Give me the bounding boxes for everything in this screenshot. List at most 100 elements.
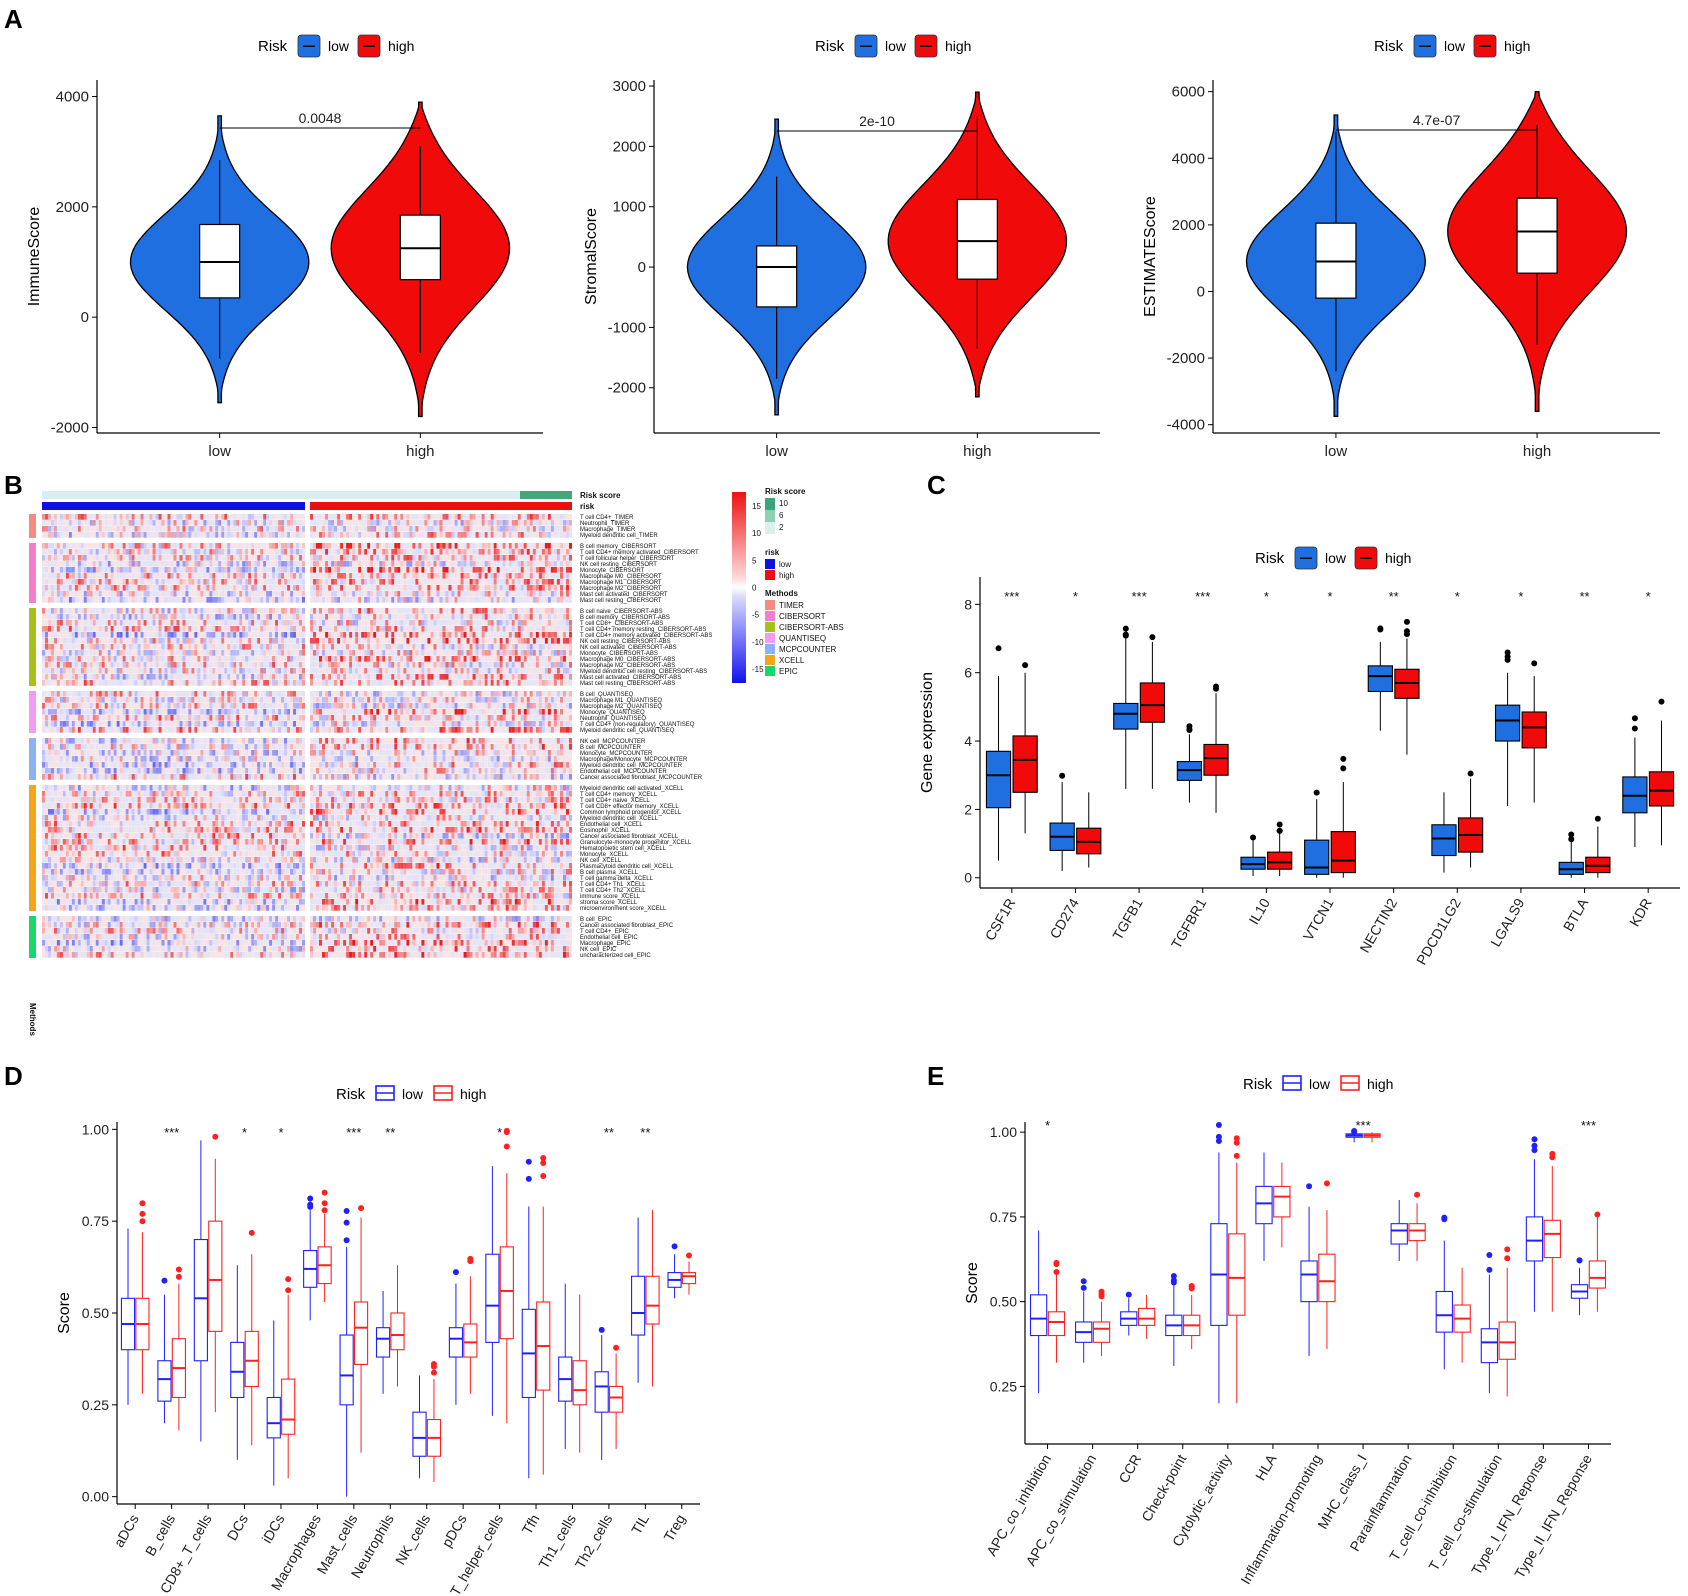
heatmap-cell [239,549,242,555]
heatmap-cell [120,585,123,591]
heatmap-cell [117,514,120,520]
heatmap-cell [248,526,251,532]
heatmap-cell [162,555,165,561]
heatmap-cell [437,614,440,620]
heatmap-cell [467,680,470,686]
heatmap-cell [117,561,120,567]
heatmap-cell [299,543,302,549]
heatmap-cell [236,680,239,686]
heatmap-cell [150,674,153,680]
heatmap-cell [150,579,153,585]
heatmap-cell [400,638,403,644]
heatmap-cell [440,526,443,532]
heatmap-cell [427,597,430,603]
heatmap-cell [379,532,382,538]
heatmap-cell [494,614,497,620]
heatmap-cell [254,626,257,632]
heatmap-cell [177,632,180,638]
heatmap-cell [542,614,545,620]
heatmap-cell [188,608,191,614]
heatmap-cell [557,579,560,585]
heatmap-cell [343,638,346,644]
heatmap-cell [93,567,96,573]
heatmap-cell [554,668,557,674]
heatmap-cell [114,656,117,662]
heatmap-cell [560,597,563,603]
heatmap-cell [539,561,542,567]
heatmap-cell [554,526,557,532]
heatmap-cell [488,680,491,686]
heatmap-cell [117,591,120,597]
heatmap-cell [497,680,500,686]
heatmap-cell [446,597,449,603]
heatmap-cell [313,662,316,668]
heatmap-cell [156,620,159,626]
heatmap-cell [287,662,290,668]
heatmap-cell [331,514,334,520]
heatmap-cell [212,644,215,650]
heatmap-cell [373,614,376,620]
heatmap-cell [224,543,227,549]
heatmap-cell [569,674,572,680]
heatmap-cell [479,632,482,638]
heatmap-cell [102,549,105,555]
heatmap-cell [266,597,269,603]
heatmap-cell [218,608,221,614]
heatmap-cell [424,573,427,579]
heatmap-cell [171,638,174,644]
heatmap-cell [180,543,183,549]
heatmap-cell [412,561,415,567]
heatmap-cell [488,520,491,526]
heatmap-cell [162,520,165,526]
heatmap-row-label: Mast cell resting_CIBERSORT-ABS [580,681,675,687]
heatmap-cell [379,680,382,686]
heatmap-cell [302,691,305,697]
heatmap-cell [515,632,518,638]
heatmap-cell [473,638,476,644]
heatmap-cell [153,608,156,614]
heatmap-cell [174,608,177,614]
heatmap-cell [340,597,343,603]
heatmap-cell [183,656,186,662]
heatmap-cell [87,668,90,674]
heatmap-cell [81,638,84,644]
heatmap-cell [290,674,293,680]
heatmap-cell [566,532,569,538]
heatmap-cell [494,573,497,579]
heatmap-cell [431,674,434,680]
heatmap-cell [78,638,81,644]
heatmap-cell [69,532,72,538]
heatmap-cell [542,650,545,656]
heatmap-cell [485,520,488,526]
heatmap-cell [293,591,296,597]
heatmap-cell [434,668,437,674]
heatmap-cell [165,644,168,650]
heatmap-cell [129,638,132,644]
heatmap-cell [443,514,446,520]
heatmap-cell [278,644,281,650]
heatmap-cell [316,656,319,662]
heatmap-cell [440,668,443,674]
heatmap-cell [221,543,224,549]
heatmap-cell [180,591,183,597]
heatmap-cell [186,644,189,650]
heatmap-cell [464,585,467,591]
heatmap-cell [358,668,361,674]
panel-label-a: A [4,4,23,34]
heatmap-cell [397,549,400,555]
heatmap-cell [96,620,99,626]
heatmap-cell [352,526,355,532]
heatmap-cell [361,520,364,526]
heatmap-cell [171,644,174,650]
heatmap-cell [322,597,325,603]
heatmap-cell [51,650,54,656]
heatmap-cell [434,644,437,650]
heatmap-cell [518,620,521,626]
heatmap-cell [215,555,218,561]
heatmap-cell [302,561,305,567]
heatmap-cell [206,674,209,680]
heatmap-cell [346,632,349,638]
heatmap-cell [479,638,482,644]
heatmap-cell [168,543,171,549]
heatmap-cell [379,632,382,638]
